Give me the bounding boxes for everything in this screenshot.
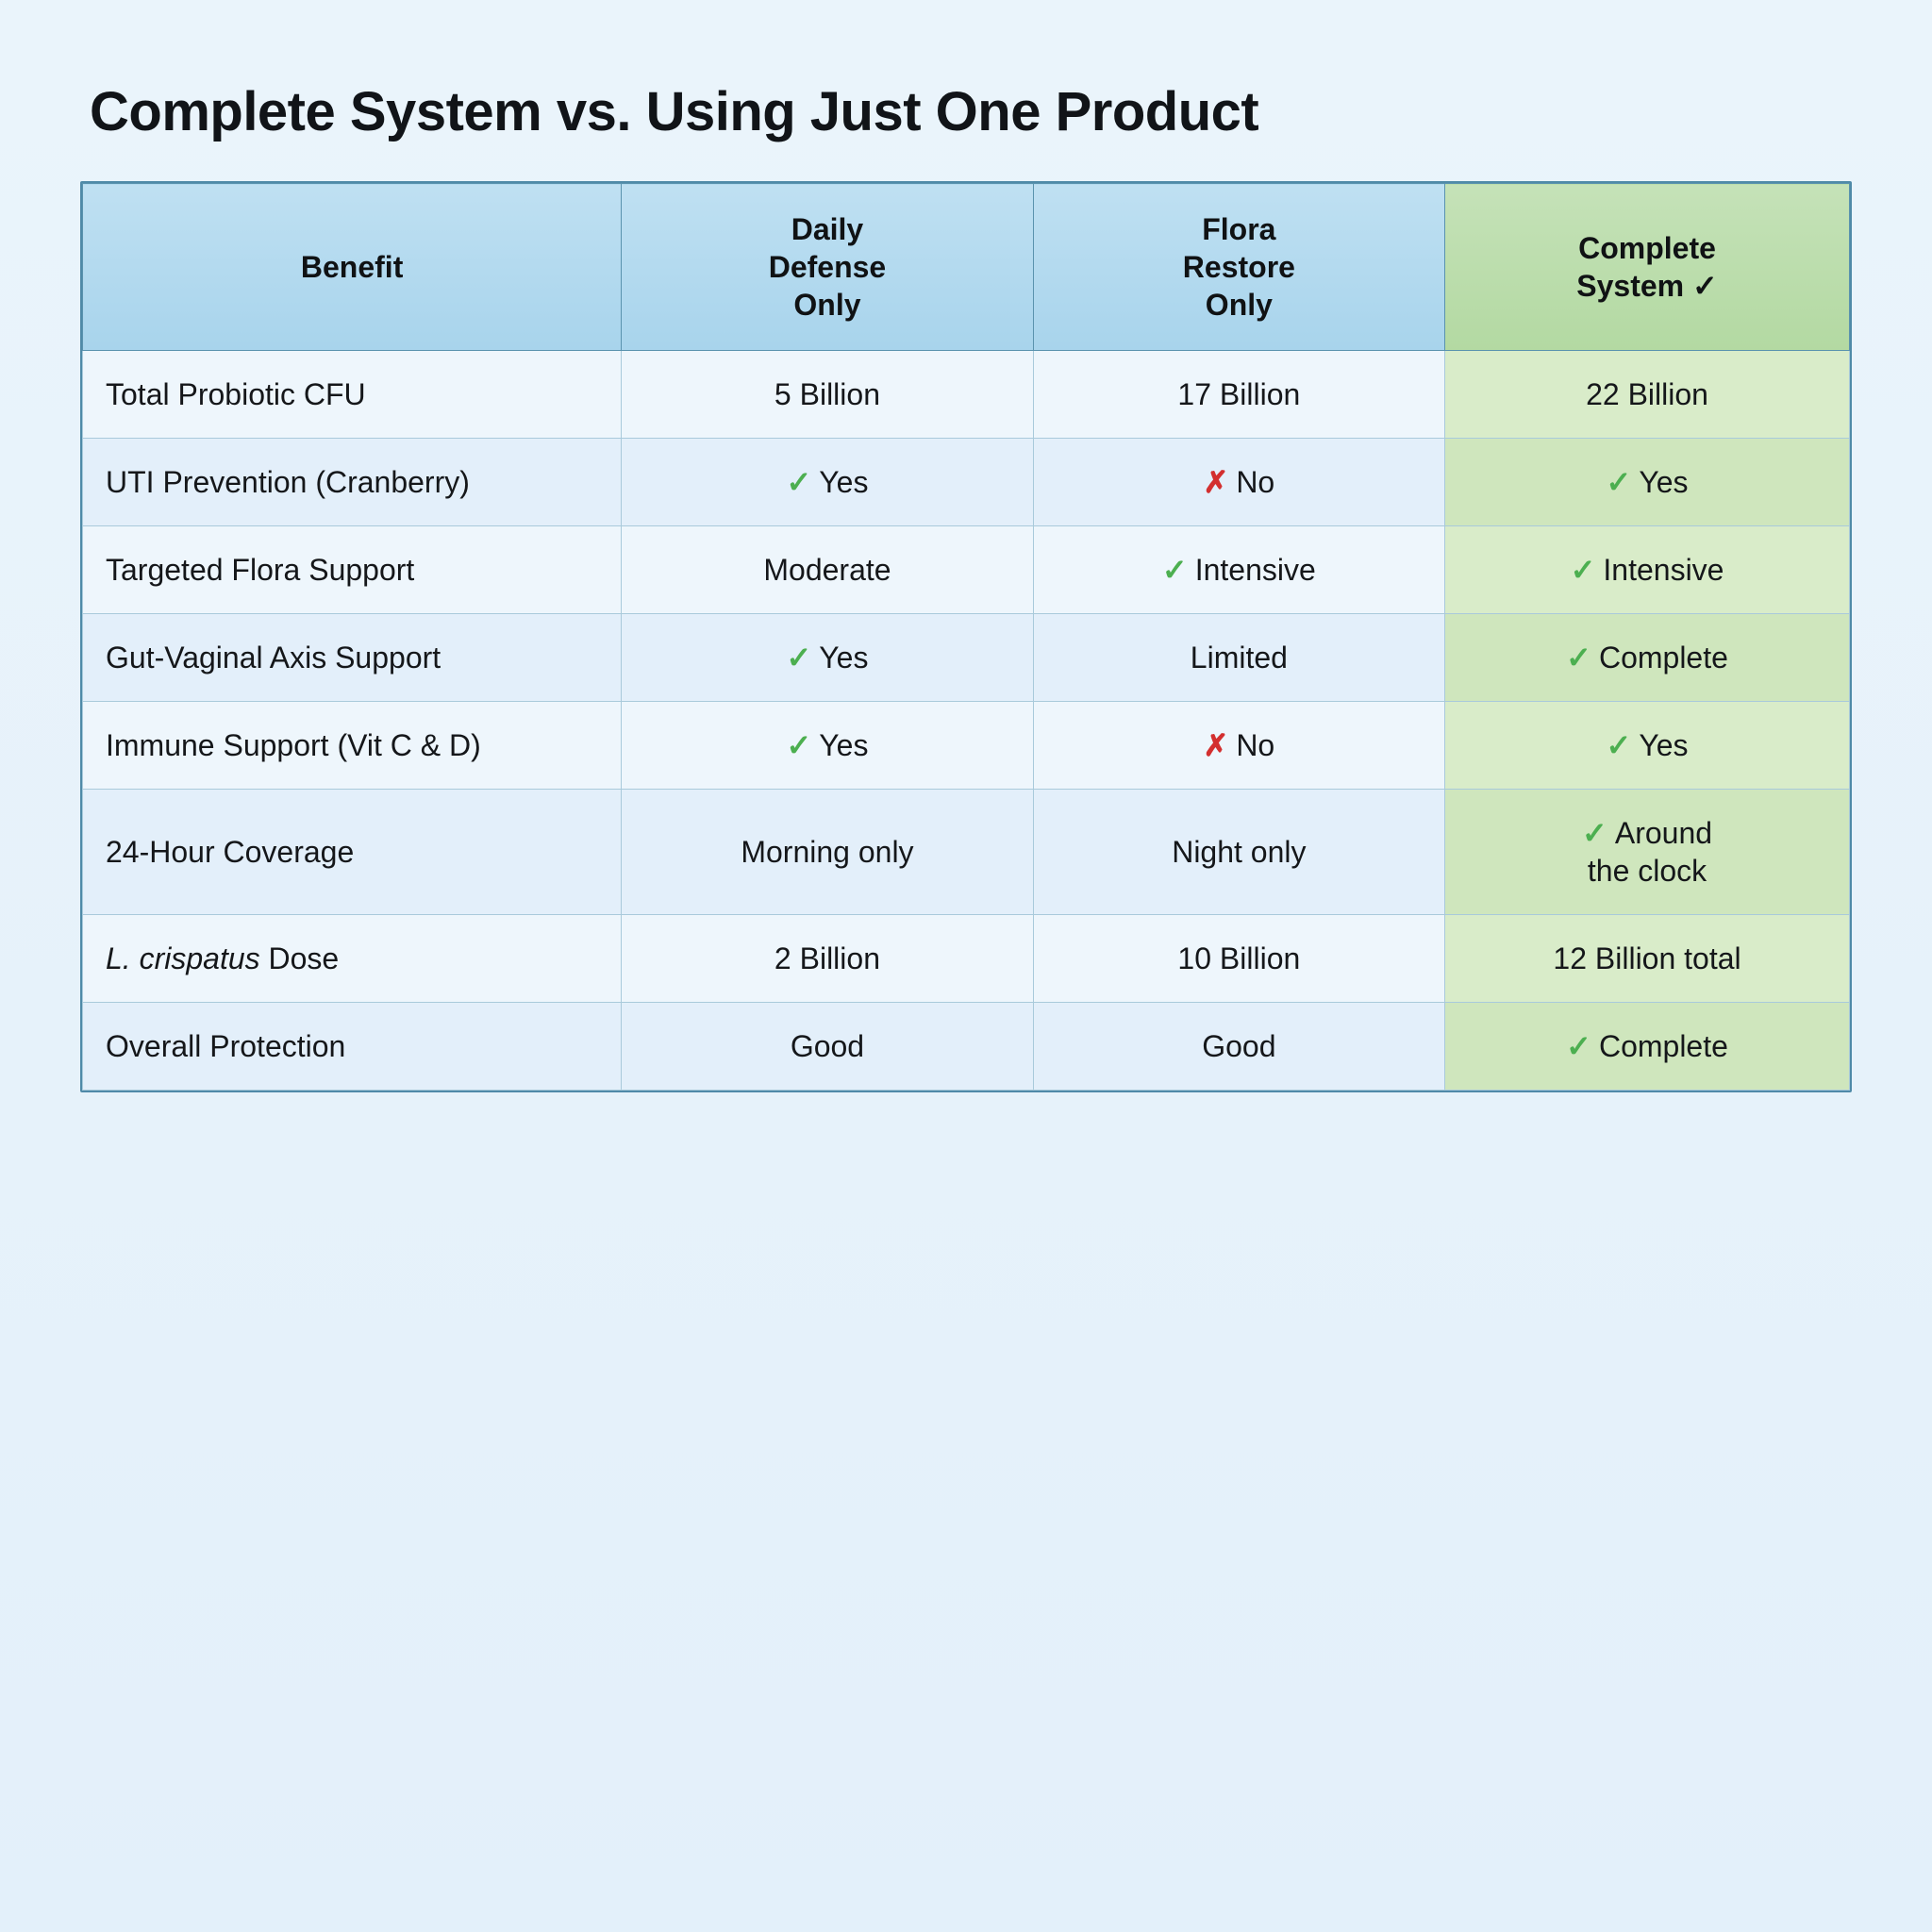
row-label: Total Probiotic CFU: [83, 351, 622, 439]
cell-dd-gv: ✓ Yes: [622, 614, 1033, 702]
table-row-gut-vaginal: Gut-Vaginal Axis Support ✓ Yes Limited ✓ C…: [83, 614, 1850, 702]
cell-fr-coverage: Night only: [1033, 790, 1444, 915]
cell-fr-gv: Limited: [1033, 614, 1444, 702]
check-icon: ✓: [1566, 1027, 1591, 1065]
row-label: L. crispatus Dose: [83, 915, 622, 1003]
cell-dd-coverage: Morning only: [622, 790, 1033, 915]
cell-cs-overall: ✓ Complete: [1445, 1003, 1850, 1091]
comparison-table: Benefit Daily Defense Only Flora Restore…: [82, 183, 1850, 1091]
row-label: 24-Hour Coverage: [83, 790, 622, 915]
check-icon: ✓: [1566, 639, 1591, 676]
cell-cs-coverage: ✓ Around the clock: [1445, 790, 1850, 915]
cell-dd-crispatus: 2 Billion: [622, 915, 1033, 1003]
comparison-table-wrapper: Benefit Daily Defense Only Flora Restore…: [80, 181, 1852, 1092]
cell-cs-gv: ✓ Complete: [1445, 614, 1850, 702]
check-icon: ✓: [786, 726, 811, 764]
check-icon: ✓: [1582, 814, 1607, 852]
row-label: UTI Prevention (Cranberry): [83, 439, 622, 526]
cross-icon: ✗: [1204, 726, 1229, 764]
cell-cs-uti: ✓ Yes: [1445, 439, 1850, 526]
cell-fr-uti: ✗ No: [1033, 439, 1444, 526]
cell-cs-crispatus: 12 Billion total: [1445, 915, 1850, 1003]
cell-fr-immune: ✗ No: [1033, 702, 1444, 790]
cell-dd-cfu: 5 Billion: [622, 351, 1033, 439]
check-icon: ✓: [786, 463, 811, 501]
cell-fr-crispatus: 10 Billion: [1033, 915, 1444, 1003]
cell-fr-flora: ✓ Intensive: [1033, 526, 1444, 614]
check-icon: ✓: [1571, 551, 1596, 589]
slide-container: Complete System vs. Using Just One Produ…: [0, 0, 1932, 1932]
cell-dd-uti: ✓ Yes: [622, 439, 1033, 526]
cell-fr-overall: Good: [1033, 1003, 1444, 1091]
column-header-benefit: Benefit: [83, 184, 622, 351]
cell-cs-cfu: 22 Billion: [1445, 351, 1850, 439]
cell-dd-overall: Good: [622, 1003, 1033, 1091]
row-label: Targeted Flora Support: [83, 526, 622, 614]
check-icon: ✓: [1162, 551, 1188, 589]
table-row-flora-support: Targeted Flora Support Moderate ✓ Intensi…: [83, 526, 1850, 614]
table-row-uti: UTI Prevention (Cranberry) ✓ Yes ✗ No ✓ Yes: [83, 439, 1850, 526]
check-icon: ✓: [786, 639, 811, 676]
cross-icon: ✗: [1204, 463, 1229, 501]
table-row-cfu: Total Probiotic CFU 5 Billion 17 Billion…: [83, 351, 1850, 439]
check-icon: ✓: [1607, 726, 1632, 764]
table-body: Total Probiotic CFU 5 Billion 17 Billion…: [83, 351, 1850, 1091]
cell-dd-flora: Moderate: [622, 526, 1033, 614]
page-title: Complete System vs. Using Just One Produ…: [90, 80, 1852, 143]
column-header-daily-defense: Daily Defense Only: [622, 184, 1033, 351]
row-label: Gut-Vaginal Axis Support: [83, 614, 622, 702]
row-label: Overall Protection: [83, 1003, 622, 1091]
row-label: Immune Support (Vit C & D): [83, 702, 622, 790]
cell-dd-immune: ✓ Yes: [622, 702, 1033, 790]
cell-cs-immune: ✓ Yes: [1445, 702, 1850, 790]
cell-cs-flora: ✓ Intensive: [1445, 526, 1850, 614]
column-header-flora-restore: Flora Restore Only: [1033, 184, 1444, 351]
check-icon: ✓: [1607, 463, 1632, 501]
table-row-coverage: 24-Hour Coverage Morning only Night only…: [83, 790, 1850, 915]
table-row-overall: Overall Protection Good Good ✓ Complete: [83, 1003, 1850, 1091]
table-row-crispatus: L. crispatus Dose 2 Billion 10 Billion 1…: [83, 915, 1850, 1003]
column-header-complete-system: Complete System ✓: [1445, 184, 1850, 351]
cell-fr-cfu: 17 Billion: [1033, 351, 1444, 439]
table-row-immune: Immune Support (Vit C & D) ✓ Yes ✗ No ✓ Yes: [83, 702, 1850, 790]
